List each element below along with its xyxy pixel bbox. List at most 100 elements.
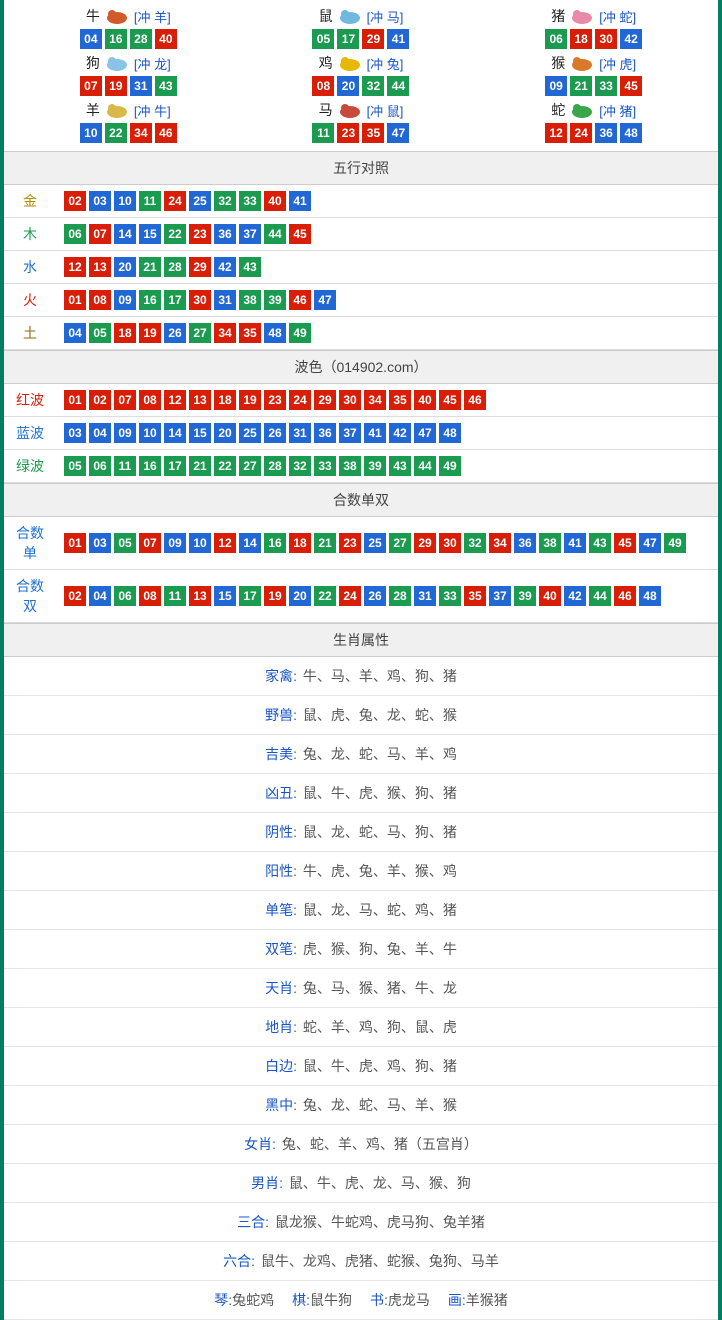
attr-label: 野兽: <box>265 707 297 723</box>
number-ball: 46 <box>614 586 636 606</box>
attr-label: 男肖: <box>251 1175 283 1191</box>
row-label: 蓝波 <box>4 417 56 450</box>
number-ball: 13 <box>189 390 211 410</box>
number-ball: 04 <box>89 586 111 606</box>
number-ball: 16 <box>139 456 161 476</box>
attr-value: 兔、龙、蛇、马、羊、猴 <box>299 1097 457 1113</box>
attr-value: 鼠、牛、虎、龙、马、猴、狗 <box>285 1175 471 1191</box>
attr-value: 鼠、虎、兔、龙、蛇、猴 <box>299 707 457 723</box>
table-row: 红波0102070812131819232429303435404546 <box>4 384 718 417</box>
zodiac-head: 猴 [冲 虎] <box>479 53 708 73</box>
page-container: 牛[冲 羊]04162840鼠[冲 马]05172941猪[冲 蛇]061830… <box>0 0 722 1320</box>
number-ball: 36 <box>214 224 236 244</box>
zodiac-head: 鸡[冲 兔] <box>247 53 476 73</box>
number-ball: 35 <box>239 323 261 343</box>
row-balls: 05061116172122272832333839434449 <box>56 450 718 483</box>
zodiac-head: 羊[冲 牛] <box>14 100 243 120</box>
zodiac-head: 牛[冲 羊] <box>14 6 243 26</box>
music-item: 琴:兔蛇鸡 <box>214 1290 274 1310</box>
number-ball: 04 <box>64 323 86 343</box>
number-ball: 05 <box>114 533 136 553</box>
number-ball: 11 <box>164 586 186 606</box>
number-ball: 07 <box>89 224 111 244</box>
attr-label: 阳性: <box>265 863 297 879</box>
number-ball: 08 <box>139 586 161 606</box>
row-balls: 02031011242532334041 <box>56 185 718 218</box>
attr-label: 家禽: <box>265 668 297 684</box>
number-ball: 09 <box>114 290 136 310</box>
number-ball: 47 <box>414 423 436 443</box>
number-ball: 08 <box>139 390 161 410</box>
zodiac-balls: 05172941 <box>247 29 476 49</box>
number-ball: 44 <box>414 456 436 476</box>
attr-row: 吉美: 兔、龙、蛇、马、羊、鸡 <box>4 735 718 774</box>
attr-label: 女肖: <box>244 1136 276 1152</box>
number-ball: 09 <box>114 423 136 443</box>
music-value: 兔蛇鸡 <box>232 1292 274 1308</box>
number-ball: 43 <box>389 456 411 476</box>
number-ball: 49 <box>289 323 311 343</box>
number-ball: 35 <box>362 123 384 143</box>
number-ball: 33 <box>439 586 461 606</box>
zodiac-cell: 蛇[冲 猪]12243648 <box>479 100 708 143</box>
number-ball: 31 <box>130 76 152 96</box>
attr-row: 地肖: 蛇、羊、鸡、狗、鼠、虎 <box>4 1008 718 1047</box>
attr-row: 家禽: 牛、马、羊、鸡、狗、猪 <box>4 657 718 696</box>
number-ball: 31 <box>289 423 311 443</box>
number-ball: 41 <box>387 29 409 49</box>
number-ball: 48 <box>639 586 661 606</box>
number-ball: 18 <box>289 533 311 553</box>
number-ball: 29 <box>414 533 436 553</box>
number-ball: 35 <box>389 390 411 410</box>
attr-value: 兔、蛇、羊、鸡、猪（五宫肖） <box>278 1136 478 1152</box>
zodiac-cell: 鸡[冲 兔]08203244 <box>247 53 476 96</box>
number-ball: 07 <box>114 390 136 410</box>
number-ball: 20 <box>114 257 136 277</box>
number-ball: 42 <box>214 257 236 277</box>
number-ball: 34 <box>364 390 386 410</box>
zodiac-name: 鸡 <box>319 53 333 73</box>
number-ball: 45 <box>620 76 642 96</box>
zodiac-animal-icon <box>335 6 365 26</box>
number-ball: 25 <box>239 423 261 443</box>
row-label: 合数单 <box>4 517 56 570</box>
number-ball: 43 <box>155 76 177 96</box>
number-ball: 49 <box>439 456 461 476</box>
number-ball: 19 <box>239 390 261 410</box>
number-ball: 45 <box>289 224 311 244</box>
music-label: 琴: <box>214 1292 232 1308</box>
section-header-heshu: 合数单双 <box>4 483 718 517</box>
number-ball: 30 <box>439 533 461 553</box>
number-ball: 11 <box>114 456 136 476</box>
attr-value: 兔、龙、蛇、马、羊、鸡 <box>299 746 457 762</box>
number-ball: 15 <box>189 423 211 443</box>
zodiac-conflict: [冲 虎] <box>599 54 636 73</box>
row-label: 红波 <box>4 384 56 417</box>
number-ball: 38 <box>539 533 561 553</box>
row-label: 火 <box>4 284 56 317</box>
number-ball: 14 <box>239 533 261 553</box>
number-ball: 18 <box>114 323 136 343</box>
number-ball: 21 <box>570 76 592 96</box>
music-value: 虎龙马 <box>388 1292 430 1308</box>
number-ball: 37 <box>239 224 261 244</box>
music-label: 书: <box>370 1292 388 1308</box>
attr-row: 天肖: 兔、马、猴、猪、牛、龙 <box>4 969 718 1008</box>
table-row: 火0108091617303138394647 <box>4 284 718 317</box>
number-ball: 01 <box>64 390 86 410</box>
attr-row: 三合: 鼠龙猴、牛蛇鸡、虎马狗、兔羊猪 <box>4 1203 718 1242</box>
number-ball: 16 <box>139 290 161 310</box>
number-ball: 22 <box>314 586 336 606</box>
music-item: 棋:鼠牛狗 <box>292 1290 352 1310</box>
number-ball: 10 <box>139 423 161 443</box>
number-ball: 20 <box>289 586 311 606</box>
number-ball: 47 <box>314 290 336 310</box>
number-ball: 31 <box>414 586 436 606</box>
attr-label: 天肖: <box>265 980 297 996</box>
zodiac-name: 猴 <box>551 53 565 73</box>
number-ball: 36 <box>314 423 336 443</box>
zodiac-cell: 马[冲 鼠]11233547 <box>247 100 476 143</box>
number-ball: 26 <box>264 423 286 443</box>
number-ball: 28 <box>130 29 152 49</box>
section-header-wuxing: 五行对照 <box>4 151 718 185</box>
